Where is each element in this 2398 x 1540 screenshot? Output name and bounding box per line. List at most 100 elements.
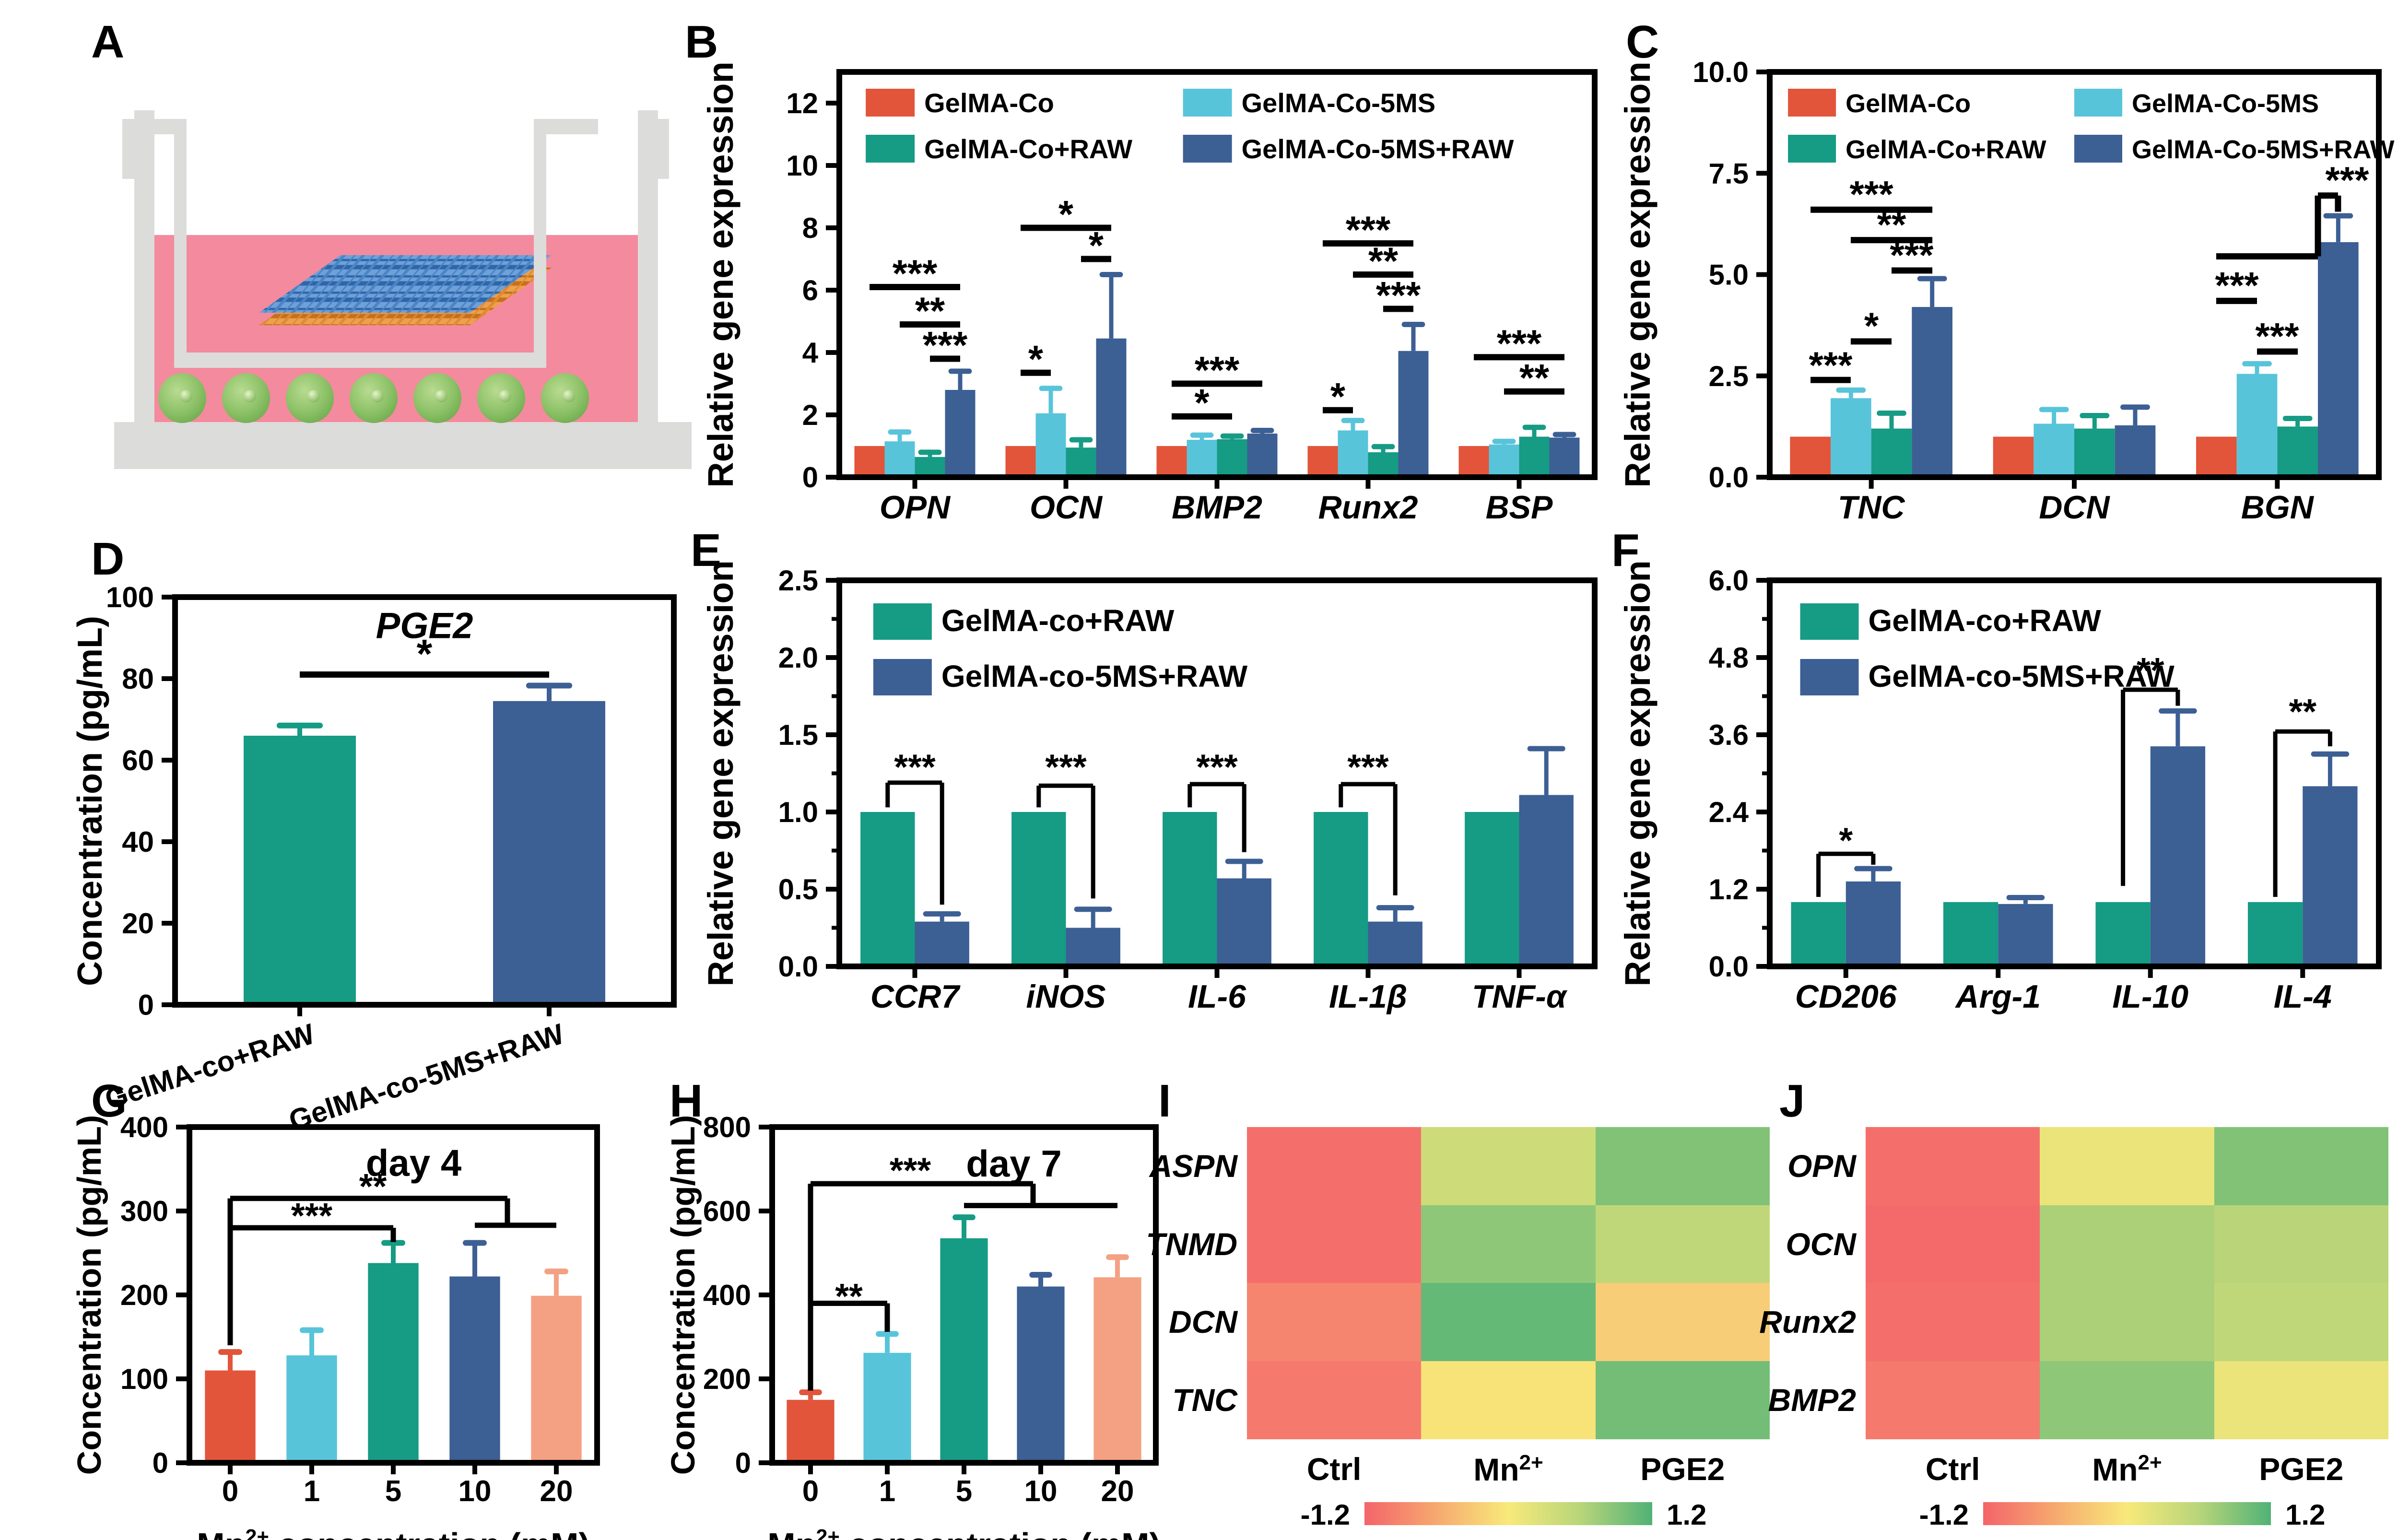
significance-stars: *** bbox=[1045, 747, 1087, 787]
well-wall-right bbox=[638, 110, 658, 427]
heatmap-cell bbox=[1595, 1283, 1770, 1361]
y-tick-label: 5.0 bbox=[1709, 259, 1749, 291]
y-axis-label: Relative gene expression bbox=[1618, 61, 1657, 487]
bar bbox=[2196, 436, 2237, 477]
heatmap-cell bbox=[2040, 1283, 2215, 1361]
heatmap-cell bbox=[1247, 1283, 1422, 1361]
heatmap-cell bbox=[1247, 1361, 1422, 1439]
legend-swatch bbox=[2074, 135, 2122, 163]
bar bbox=[863, 1352, 911, 1463]
bar bbox=[1096, 338, 1127, 477]
plot-frame bbox=[172, 594, 677, 1008]
y-tick-label: 4 bbox=[802, 337, 819, 369]
bar bbox=[1217, 439, 1247, 477]
y-tick-label: 0 bbox=[735, 1447, 751, 1479]
x-tick-label: 10 bbox=[458, 1475, 492, 1508]
heatmap-row-label: ASPN bbox=[1149, 1148, 1237, 1184]
legend-swatch bbox=[873, 659, 932, 695]
bar bbox=[1791, 902, 1846, 966]
heatmap-row-label: TNMD bbox=[1146, 1226, 1237, 1262]
bar bbox=[1993, 436, 2034, 477]
bar bbox=[244, 736, 356, 1005]
y-tick-label: 60 bbox=[122, 744, 154, 776]
significance-stars: *** bbox=[894, 747, 936, 787]
cell bbox=[413, 373, 461, 423]
bar bbox=[205, 1370, 256, 1463]
y-tick-label: 6.0 bbox=[1709, 564, 1749, 597]
bar bbox=[1368, 452, 1399, 477]
cell bbox=[541, 373, 589, 423]
significance-stars: ** bbox=[359, 1166, 387, 1206]
bar bbox=[1790, 436, 1831, 477]
significance-stars: *** bbox=[1809, 344, 1853, 386]
y-tick-label: 0.0 bbox=[1709, 461, 1749, 494]
bar bbox=[1093, 1277, 1141, 1463]
panel-j-heatmap: OPN OCN Runx2 BMP2 Ctrl Mn2+ PGE2 -1.2 1.2 bbox=[1759, 1079, 2398, 1540]
bar bbox=[1035, 413, 1066, 477]
significance-stars: *** bbox=[2215, 264, 2259, 306]
bar bbox=[1314, 812, 1368, 966]
plot-frame bbox=[836, 69, 1598, 480]
plot-frame bbox=[769, 1124, 1159, 1466]
legend-label: GelMA-Co bbox=[924, 88, 1054, 118]
insert-wall-right bbox=[534, 133, 546, 359]
heatmap-cell bbox=[1247, 1205, 1422, 1283]
y-tick-label: 40 bbox=[122, 826, 154, 858]
cell bbox=[350, 373, 398, 423]
significance-stars: ** bbox=[1519, 356, 1550, 399]
bar bbox=[2074, 428, 2115, 477]
y-tick-label: 400 bbox=[703, 1279, 751, 1311]
legend-label: GelMA-co+RAW bbox=[941, 603, 1175, 638]
panel-label-b: B bbox=[685, 16, 718, 68]
panel-b-chart: 0 2 4 6 8 10 12 Relative gene expression OPN OCN B… bbox=[695, 14, 1602, 530]
x-tick-label: 5 bbox=[956, 1475, 972, 1508]
heatmap-col-label: Mn2+ bbox=[1421, 1451, 1595, 1488]
heatmap-cell bbox=[1421, 1361, 1596, 1439]
insert-wall-left bbox=[174, 133, 187, 359]
y-tick-label: 800 bbox=[703, 1111, 751, 1143]
colorbar bbox=[1983, 1502, 2271, 1525]
x-tick-label: 0 bbox=[802, 1475, 819, 1508]
y-tick-label: 2.0 bbox=[778, 642, 818, 674]
bar bbox=[1489, 444, 1519, 477]
chart-B: 0 2 4 6 8 10 12 Relative gene expression OPN OCN B… bbox=[701, 61, 1598, 526]
chart-C: 0.0 2.5 5.0 7.5 10.0 Relative gene expression… bbox=[1618, 56, 2395, 526]
transwell-insert bbox=[122, 119, 669, 359]
legend-swatch bbox=[866, 89, 915, 117]
significance-stars: ** bbox=[1368, 239, 1399, 282]
heatmap-cell bbox=[1595, 1205, 1770, 1283]
heatmap-col-label-text: Mn bbox=[2092, 1452, 2138, 1487]
bar bbox=[2318, 242, 2359, 477]
category-label: DCN bbox=[2039, 489, 2110, 526]
bar bbox=[1368, 921, 1422, 966]
heatmap-cell bbox=[1866, 1127, 2040, 1205]
bar bbox=[1011, 812, 1066, 966]
heatmap-cell bbox=[1421, 1205, 1596, 1283]
y-tick-label: 4.8 bbox=[1709, 642, 1749, 674]
insert-flange-right bbox=[534, 119, 598, 134]
panel-label-j: J bbox=[1779, 1075, 1805, 1127]
bar bbox=[1163, 812, 1217, 966]
bar bbox=[493, 701, 605, 1005]
legend-label: GelMA-Co+RAW bbox=[924, 134, 1132, 164]
y-tick-label: 7.5 bbox=[1709, 157, 1749, 189]
bar bbox=[2277, 426, 2318, 477]
y-tick-label: 2.5 bbox=[1709, 360, 1749, 392]
y-tick-label: 100 bbox=[120, 1363, 168, 1395]
bar bbox=[2247, 902, 2303, 966]
y-tick-label: 0 bbox=[138, 989, 154, 1021]
fiber-scaffold bbox=[259, 255, 552, 325]
y-tick-label: 8 bbox=[802, 212, 818, 244]
chart-G: 0 100 200 300 400 Concentration (pg/mL) 0 1 5 10 2… bbox=[71, 1111, 600, 1540]
panel-i-heatmap: ASPN TNMD DCN TNC Ctrl Mn2+ PGE2 -1.2 1.2 bbox=[1146, 1079, 1779, 1540]
legend-label: GelMA-Co-5MS+RAW bbox=[2132, 135, 2395, 164]
heatmap-row-label: DCN bbox=[1169, 1304, 1237, 1340]
heatmap-col-label: Ctrl bbox=[1247, 1451, 1421, 1487]
panel-label-c: C bbox=[1626, 16, 1659, 68]
heatmap-cell bbox=[2214, 1361, 2389, 1439]
heatmap-cell bbox=[2040, 1205, 2215, 1283]
legend-label: GelMA-Co bbox=[1846, 89, 1971, 118]
bar bbox=[2034, 423, 2074, 477]
bar bbox=[2095, 902, 2151, 966]
